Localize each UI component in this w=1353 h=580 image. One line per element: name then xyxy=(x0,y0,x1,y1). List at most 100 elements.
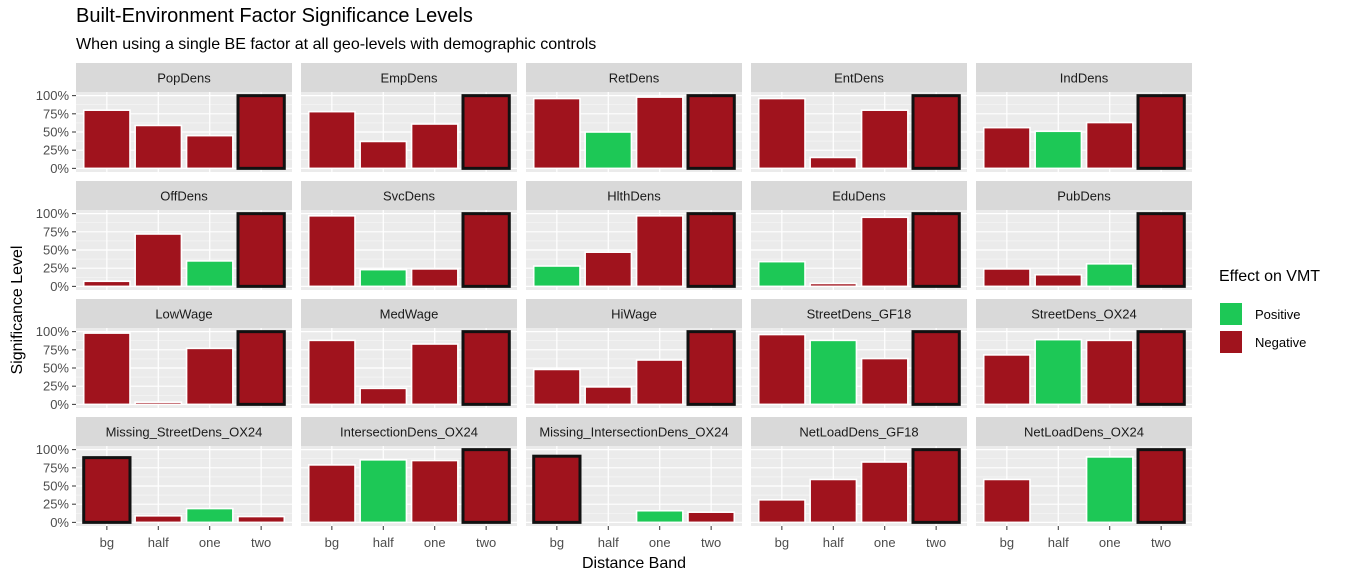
bar-bg xyxy=(532,265,581,288)
facet-label: MedWage xyxy=(380,307,439,322)
x-tick-label: two xyxy=(1151,535,1171,550)
bar-half xyxy=(359,387,408,406)
y-tick-label: 100% xyxy=(36,442,70,457)
bar-one xyxy=(635,215,684,288)
bar-bg xyxy=(307,464,356,524)
facet-label: LowWage xyxy=(155,307,212,322)
bar-one xyxy=(635,509,684,524)
facet-strip xyxy=(526,63,742,92)
bar-two xyxy=(461,94,511,170)
x-tick-label: one xyxy=(1099,535,1121,550)
bar-bg xyxy=(532,454,582,524)
bar-half xyxy=(1034,273,1083,288)
x-tick-label: bg xyxy=(1000,535,1014,550)
bar-half xyxy=(359,268,408,288)
x-tick-label: bg xyxy=(325,535,339,550)
legend-label-negative: Negative xyxy=(1255,334,1307,350)
y-tick-label: 75% xyxy=(43,342,69,357)
x-tick-label: half xyxy=(373,535,394,550)
bar-bg xyxy=(307,339,356,406)
facet-label: Missing_IntersectionDens_OX24 xyxy=(539,425,728,440)
y-tick-label: 75% xyxy=(43,224,69,239)
bar-one xyxy=(185,347,234,406)
bar-bg xyxy=(757,97,806,170)
bar-bg xyxy=(982,126,1031,170)
facet-label: StreetDens_OX24 xyxy=(1031,307,1137,322)
bar-bg xyxy=(82,332,131,406)
x-tick-label: one xyxy=(424,535,446,550)
bar-one xyxy=(1085,121,1134,170)
bar-bg xyxy=(757,499,806,524)
facet-strip xyxy=(976,181,1192,210)
y-tick-label: 25% xyxy=(43,379,69,394)
y-tick-label: 50% xyxy=(43,361,69,376)
y-axis-title: Significance Level xyxy=(9,246,26,375)
bar-two xyxy=(1136,330,1186,406)
y-tick-label: 100% xyxy=(36,206,70,221)
bar-one xyxy=(185,507,234,524)
facet-strip xyxy=(526,299,742,328)
bar-half xyxy=(1034,338,1083,406)
bar-half xyxy=(134,233,183,288)
facet-strip xyxy=(976,417,1192,446)
chart-title: Built-Environment Factor Significance Le… xyxy=(76,5,473,27)
bar-bg xyxy=(307,215,356,288)
y-tick-label: 100% xyxy=(36,324,70,339)
chart-subtitle: When using a single BE factor at all geo… xyxy=(76,36,597,53)
bar-one xyxy=(410,123,459,170)
facet-label: HlthDens xyxy=(607,189,661,204)
bar-bg xyxy=(307,110,356,170)
bar-two xyxy=(236,94,286,170)
y-tick-label: 50% xyxy=(43,243,69,258)
bar-two xyxy=(911,94,961,170)
facet-strip xyxy=(301,181,517,210)
facet-label: EduDens xyxy=(832,189,886,204)
x-tick-label: two xyxy=(926,535,946,550)
bar-two xyxy=(461,330,511,406)
bar-one xyxy=(860,461,909,524)
bar-one xyxy=(410,459,459,524)
bar-two xyxy=(1136,448,1186,524)
bar-two xyxy=(686,330,736,406)
bar-one xyxy=(635,96,684,170)
x-tick-label: bg xyxy=(775,535,789,550)
bar-two xyxy=(236,212,286,288)
bar-one xyxy=(860,109,909,170)
legend-key-negative xyxy=(1219,330,1243,354)
facet-strip xyxy=(751,417,967,446)
y-tick-label: 100% xyxy=(36,88,70,103)
legend-title: Effect on VMT xyxy=(1219,268,1321,285)
bar-two xyxy=(686,94,736,170)
bar-one xyxy=(860,216,909,288)
x-tick-label: bg xyxy=(550,535,564,550)
y-tick-label: 75% xyxy=(43,106,69,121)
y-tick-label: 75% xyxy=(43,460,69,475)
facet-strip xyxy=(76,181,292,210)
facet-label: IntersectionDens_OX24 xyxy=(340,425,478,440)
bar-two xyxy=(911,330,961,406)
bar-half xyxy=(809,478,858,524)
facet-label: NetLoadDens_GF18 xyxy=(799,425,918,440)
bar-bg xyxy=(532,97,581,170)
bar-two xyxy=(236,330,286,406)
x-tick-label: half xyxy=(148,535,169,550)
facet-strip xyxy=(76,417,292,446)
bar-half xyxy=(584,131,633,170)
bar-one xyxy=(1085,339,1134,406)
bar-two xyxy=(687,511,736,524)
bar-half xyxy=(1034,130,1083,170)
y-tick-label: 50% xyxy=(43,125,69,140)
x-tick-label: half xyxy=(598,535,619,550)
bar-one xyxy=(185,134,234,170)
bar-one xyxy=(410,268,459,288)
facet-strip xyxy=(76,299,292,328)
facet-strip xyxy=(751,181,967,210)
bar-one xyxy=(185,260,234,288)
bar-bg xyxy=(982,268,1031,288)
bar-two xyxy=(911,448,961,524)
facet-strip xyxy=(751,299,967,328)
bar-bg xyxy=(82,109,131,170)
bar-half xyxy=(809,339,858,406)
bar-two xyxy=(1136,212,1186,288)
bar-half xyxy=(359,140,408,170)
